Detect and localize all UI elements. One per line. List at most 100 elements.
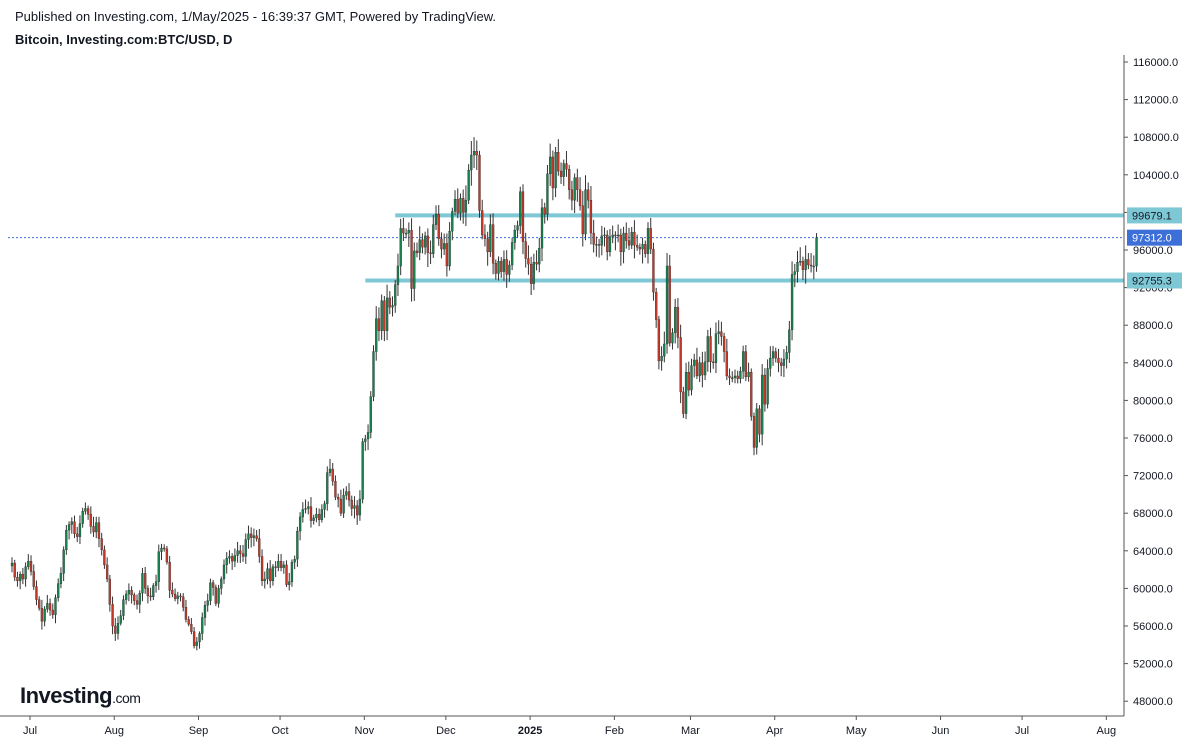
candle-up — [769, 357, 772, 369]
candle-up — [43, 608, 46, 622]
candle-down — [481, 210, 484, 236]
candle-up — [600, 235, 603, 246]
candle-up — [277, 560, 280, 568]
candle-up — [693, 359, 696, 366]
candle-up — [290, 561, 294, 582]
candle-down — [557, 152, 560, 172]
candle-down — [89, 513, 92, 527]
time-tick-label: Jul — [23, 725, 37, 737]
candle-down — [543, 207, 546, 215]
candle-up — [385, 297, 389, 331]
candle-up — [546, 173, 549, 215]
candle-down — [578, 189, 582, 206]
candle-down — [279, 560, 283, 568]
candle-down — [103, 549, 106, 566]
candle-up — [244, 539, 247, 557]
candle-down — [565, 163, 568, 170]
candle-up — [674, 307, 677, 333]
candle-up — [312, 517, 315, 521]
candle-up — [714, 333, 718, 363]
candle-down — [426, 235, 430, 253]
candle-up — [209, 582, 212, 601]
candle-down — [576, 177, 579, 190]
logo-main: Investing — [20, 683, 113, 708]
candle-down — [258, 538, 261, 557]
candle-down — [317, 513, 321, 520]
price-tick-label: 80000.0 — [1133, 395, 1173, 407]
candle-up — [573, 177, 576, 201]
candle-down — [415, 250, 419, 253]
candle-down — [581, 205, 584, 235]
candle-down — [410, 230, 413, 289]
candle-up — [19, 574, 22, 582]
candle-down — [456, 199, 459, 214]
candle-down — [758, 408, 761, 435]
time-tick-label: Aug — [1097, 725, 1117, 737]
candle-up — [684, 372, 688, 414]
candle-down — [239, 550, 242, 554]
candle-up — [706, 336, 709, 363]
candle-up — [288, 581, 291, 585]
candle-down — [589, 200, 593, 234]
price-tick-label: 56000.0 — [1133, 621, 1173, 633]
candle-down — [146, 588, 150, 597]
candle-down — [568, 169, 571, 190]
candle-down — [135, 600, 139, 605]
candle-up — [741, 351, 745, 372]
price-tick-label: 88000.0 — [1133, 320, 1173, 332]
candle-up — [366, 432, 370, 440]
candle-down — [491, 224, 495, 264]
candle-up — [519, 191, 522, 226]
candle-up — [116, 623, 120, 634]
candle-down — [250, 533, 253, 538]
candle-up — [497, 261, 500, 274]
candle-up — [785, 352, 788, 360]
candle-up — [489, 224, 492, 253]
candle-down — [486, 238, 489, 253]
candle-down — [16, 576, 19, 582]
candle-down — [76, 533, 79, 537]
candle-down — [377, 318, 381, 331]
candle-down — [429, 252, 432, 254]
candle-up — [747, 372, 750, 378]
candle-up — [10, 562, 14, 567]
current-price-label: 97312.0 — [1132, 233, 1172, 245]
candles — [10, 137, 818, 651]
candle-up — [513, 230, 516, 243]
candle-up — [282, 564, 285, 568]
candle-up — [315, 513, 318, 519]
candle-up — [358, 498, 362, 516]
candle-up — [399, 228, 402, 267]
candle-up — [812, 265, 815, 268]
candle-up — [663, 343, 666, 357]
candle-up — [160, 547, 163, 552]
time-tick-label: Apr — [766, 725, 783, 737]
candle-up — [788, 329, 791, 353]
candle-down — [182, 596, 185, 608]
candle-up — [323, 503, 326, 510]
price-tick-label: 72000.0 — [1133, 471, 1173, 483]
candle-up — [407, 230, 410, 234]
candle-down — [171, 590, 174, 595]
candle-down — [192, 631, 196, 646]
candle-up — [453, 199, 457, 212]
candle-up — [584, 189, 587, 235]
candle-down — [97, 522, 101, 539]
candle-down — [350, 499, 353, 509]
time-tick-label: Mar — [681, 725, 700, 737]
candle-down — [38, 599, 41, 609]
candle-down — [255, 535, 258, 539]
candle-down — [190, 623, 193, 632]
candle-up — [771, 351, 775, 359]
candle-up — [78, 523, 82, 537]
candle-up — [95, 522, 98, 533]
candle-down — [625, 232, 628, 241]
candle-up — [532, 262, 536, 284]
candle-up — [646, 228, 650, 254]
candle-down — [383, 300, 386, 331]
candle-down — [606, 234, 609, 253]
candle-up — [804, 259, 807, 270]
candle-down — [111, 604, 114, 627]
candle-up — [326, 472, 329, 504]
